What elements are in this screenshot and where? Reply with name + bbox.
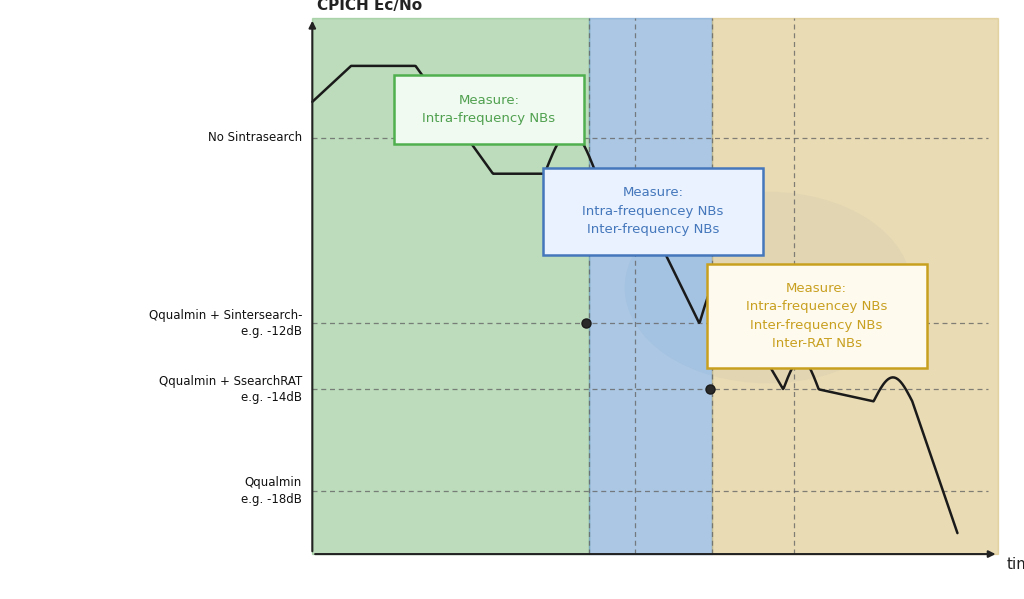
- Text: Qqualmin + Sintersearch-
e.g. -12dB: Qqualmin + Sintersearch- e.g. -12dB: [148, 308, 302, 338]
- FancyBboxPatch shape: [394, 75, 584, 144]
- Ellipse shape: [625, 192, 911, 383]
- Text: Qqualmin
e.g. -18dB: Qqualmin e.g. -18dB: [242, 476, 302, 506]
- Text: No Sintrasearch: No Sintrasearch: [208, 131, 302, 144]
- Text: Measure:
Intra-frequencey NBs
Inter-frequency NBs
Inter-RAT NBs: Measure: Intra-frequencey NBs Inter-freq…: [745, 282, 888, 350]
- Text: Measure:
Intra-frequencey NBs
Inter-frequency NBs: Measure: Intra-frequencey NBs Inter-freq…: [582, 186, 724, 236]
- Bar: [589, 18, 712, 554]
- Text: time: time: [1007, 557, 1024, 572]
- Text: Measure:
Intra-frequency NBs: Measure: Intra-frequency NBs: [422, 93, 556, 125]
- FancyBboxPatch shape: [543, 168, 763, 255]
- Bar: [712, 18, 998, 554]
- Text: CPICH Ec/No: CPICH Ec/No: [317, 0, 423, 13]
- Bar: [312, 18, 589, 554]
- FancyBboxPatch shape: [707, 264, 927, 368]
- Text: Qqualmin + SsearchRAT
e.g. -14dB: Qqualmin + SsearchRAT e.g. -14dB: [159, 374, 302, 404]
